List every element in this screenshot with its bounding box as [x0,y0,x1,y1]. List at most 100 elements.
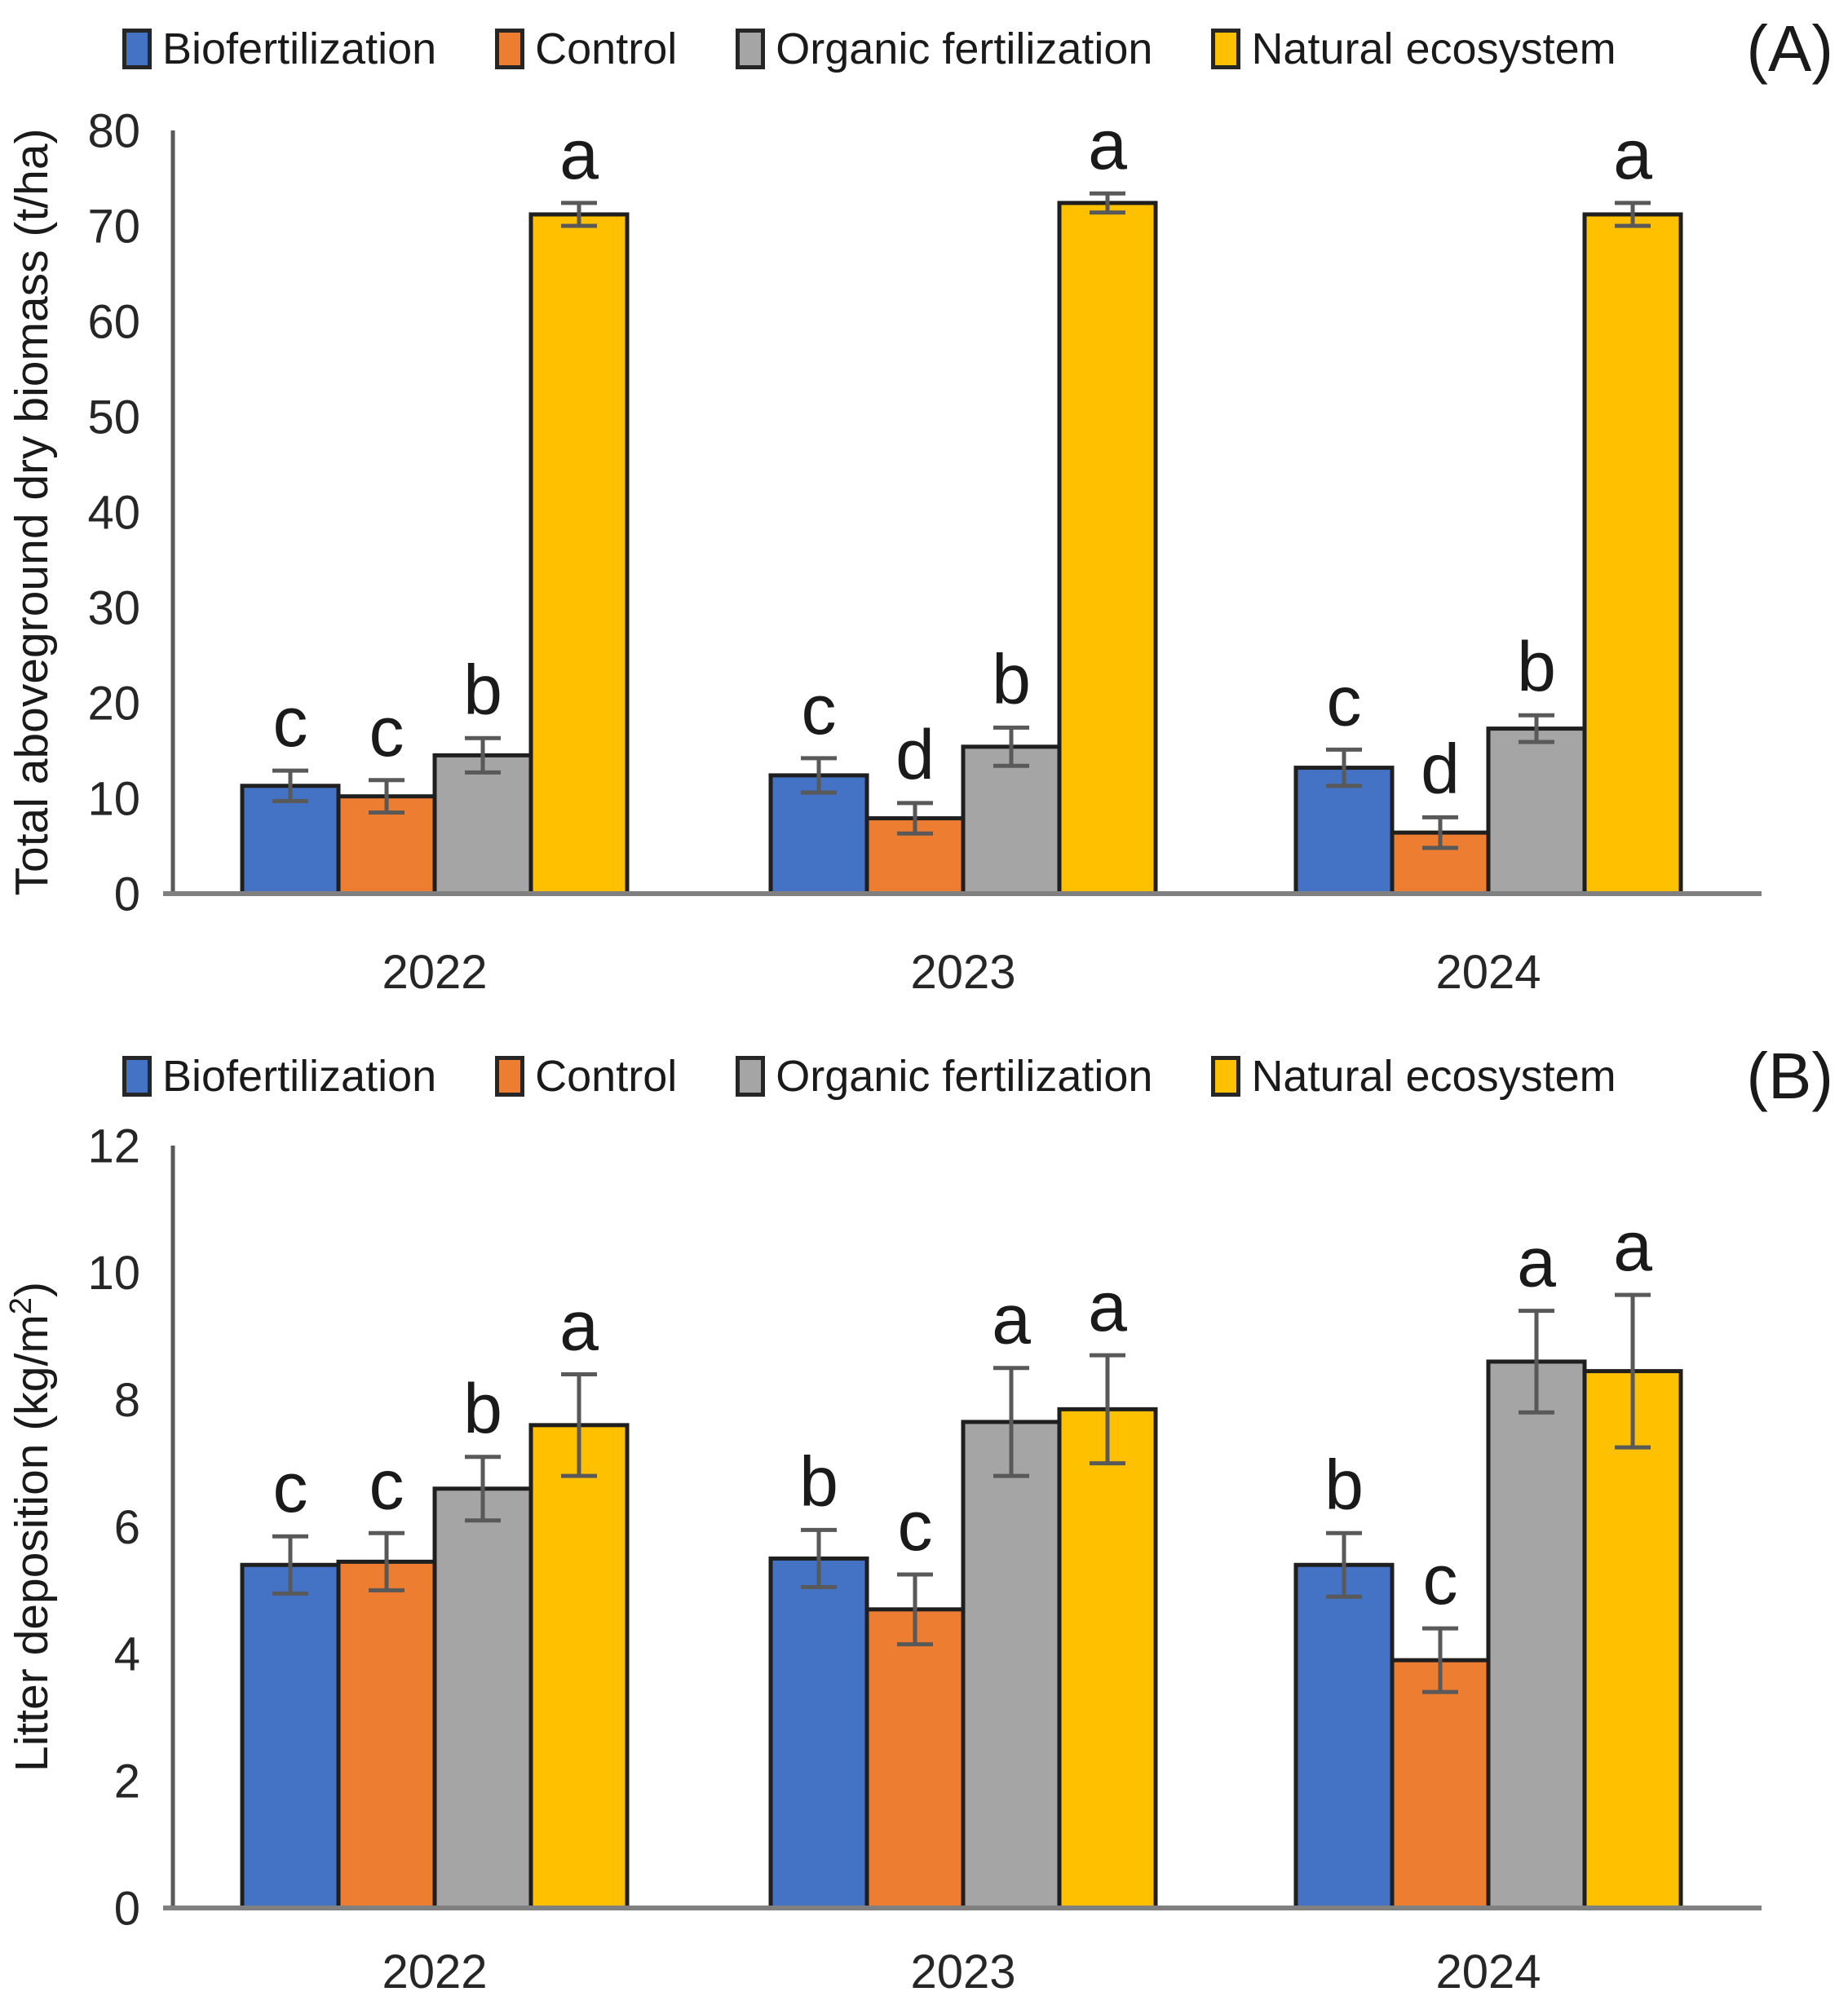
y-tick-0: 0 [114,868,140,921]
sig-letter-2023-biofertilization: c [802,671,837,749]
legend-label-biofertilization: Biofertilization [162,1052,437,1101]
legend-swatch-natural-ecosystem [1211,29,1241,69]
bar-2024-natural-ecosystem [1582,1369,1683,1910]
errorbar-2024-biofertilization [1326,747,1362,788]
bar-2024-organic-fertilization [1486,726,1587,896]
x-label-2024: 2024 [1435,1945,1541,1998]
legend-item-natural-ecosystem: Natural ecosystem [1211,1051,1616,1102]
bar-2022-organic-fertilization [432,1486,533,1910]
legend-item-control: Control [495,1051,677,1102]
y-tick-0: 0 [114,1882,140,1935]
y-tick-20: 20 [87,677,140,730]
errorbar-2022-natural-ecosystem [561,1372,597,1478]
sig-letter-2022-biofertilization: c [273,1449,308,1527]
legend-swatch-control [495,1056,525,1097]
bar-2024-organic-fertilization [1486,1359,1587,1910]
y-tick-4: 4 [114,1628,140,1681]
sig-letter-2022-control: c [369,1446,405,1524]
legend-swatch-control [495,29,525,69]
sig-letter-2024-control: d [1421,730,1460,808]
y-tick-12: 12 [87,1125,140,1173]
bar-2023-biofertilization [768,773,869,896]
y-tick-30: 30 [87,581,140,634]
legend-swatch-organic-fertilization [736,1056,766,1097]
panel-a-legend: Biofertilization Control Organic fertiliza… [0,0,1848,98]
sig-letter-2023-natural-ecosystem: a [1088,106,1127,184]
legend-item-natural-ecosystem: Natural ecosystem [1211,24,1616,74]
legend-label-natural-ecosystem: Natural ecosystem [1251,24,1616,73]
bar-2022-control [336,1559,437,1910]
legend-item-organic-fertilization: Organic fertilization [736,1051,1152,1102]
errorbar-2022-organic-fertilization [465,1455,501,1523]
bar-2024-control [1390,1658,1491,1910]
bar-2023-organic-fertilization [961,744,1062,896]
y-tick-80: 80 [87,104,140,157]
legend-label-organic-fertilization: Organic fertilization [776,24,1153,73]
errorbar-2022-biofertilization [272,1534,308,1596]
legend-swatch-biofertilization [122,1056,152,1097]
sig-letter-2023-biofertilization: b [799,1442,838,1521]
sig-letter-2023-organic-fertilization: a [992,1281,1031,1359]
y-tick-2: 2 [114,1755,140,1808]
sig-letter-2024-organic-fertilization: b [1517,628,1556,706]
legend-label-natural-ecosystem: Natural ecosystem [1251,1052,1616,1101]
legend-item-biofertilization: Biofertilization [122,24,436,74]
errorbar-2022-control [369,1530,405,1592]
x-label-2024: 2024 [1435,946,1541,999]
legend-item-organic-fertilization: Organic fertilization [736,24,1152,74]
legend-label-control: Control [535,1052,678,1101]
errorbar-2023-biofertilization [801,1527,837,1590]
errorbar-2024-biofertilization [1326,1530,1362,1599]
bar-2022-natural-ecosystem [528,212,630,896]
y-tick-10: 10 [87,1247,140,1300]
sig-letter-2022-natural-ecosystem: a [559,116,599,194]
legend-swatch-biofertilization [122,29,152,69]
sig-letter-2024-natural-ecosystem: a [1613,1208,1652,1286]
y-tick-60: 60 [87,295,140,348]
bar-2024-natural-ecosystem [1582,212,1683,896]
y-tick-8: 8 [114,1374,140,1427]
bar-2023-natural-ecosystem [1057,201,1158,896]
sig-letter-2023-control: d [895,716,935,794]
legend-item-biofertilization: Biofertilization [122,1051,436,1102]
sig-letter-2022-control: c [369,693,405,771]
errorbar-2023-organic-fertilization [993,1366,1029,1478]
errorbar-2023-control [897,801,933,836]
x-label-2022: 2022 [382,946,487,999]
bar-2022-organic-fertilization [432,753,533,896]
panel-b-tag: (B) [1746,1040,1833,1112]
panel-b: Biofertilization Control Organic fertiliza… [0,1027,1848,2005]
errorbar-2024-organic-fertilization [1519,713,1554,744]
sig-letter-2023-organic-fertilization: b [992,640,1031,718]
errorbar-2024-natural-ecosystem [1615,201,1651,228]
bar-2023-natural-ecosystem [1057,1407,1158,1910]
bar-2023-control [864,1607,966,1910]
panel-a-tag: (A) [1746,12,1833,85]
x-label-2023: 2023 [910,1945,1015,1998]
errorbar-2024-control [1422,815,1458,850]
legend-label-control: Control [535,24,678,73]
bar-2024-biofertilization [1293,1562,1395,1910]
bar-2023-biofertilization [768,1556,869,1910]
errorbar-2023-natural-ecosystem [1090,191,1125,215]
sig-letter-2024-biofertilization: c [1327,662,1362,740]
y-axis-title: Litter deposition (kg/m2) [4,1282,58,1772]
panel-b-legend-items: Biofertilization Control Organic fertiliza… [122,1051,1616,1102]
sig-letter-2024-control: c [1423,1541,1458,1619]
sig-letter-2022-biofertilization: c [273,683,308,762]
errorbar-2023-organic-fertilization [993,725,1029,768]
errorbar-2022-natural-ecosystem [561,201,597,228]
sig-letter-2022-natural-ecosystem: a [559,1287,599,1366]
errorbar-2022-control [369,778,405,815]
sig-letter-2024-natural-ecosystem: a [1613,116,1652,194]
errorbar-2022-biofertilization [272,768,308,804]
panel-a-legend-items: Biofertilization Control Organic fertiliza… [122,24,1616,74]
bar-2022-biofertilization [240,1562,341,1910]
y-tick-70: 70 [87,200,140,253]
errorbar-2023-natural-ecosystem [1090,1353,1125,1466]
y-tick-6: 6 [114,1501,140,1554]
y-tick-10: 10 [87,772,140,825]
legend-swatch-natural-ecosystem [1211,1056,1241,1097]
legend-label-organic-fertilization: Organic fertilization [776,1052,1153,1101]
